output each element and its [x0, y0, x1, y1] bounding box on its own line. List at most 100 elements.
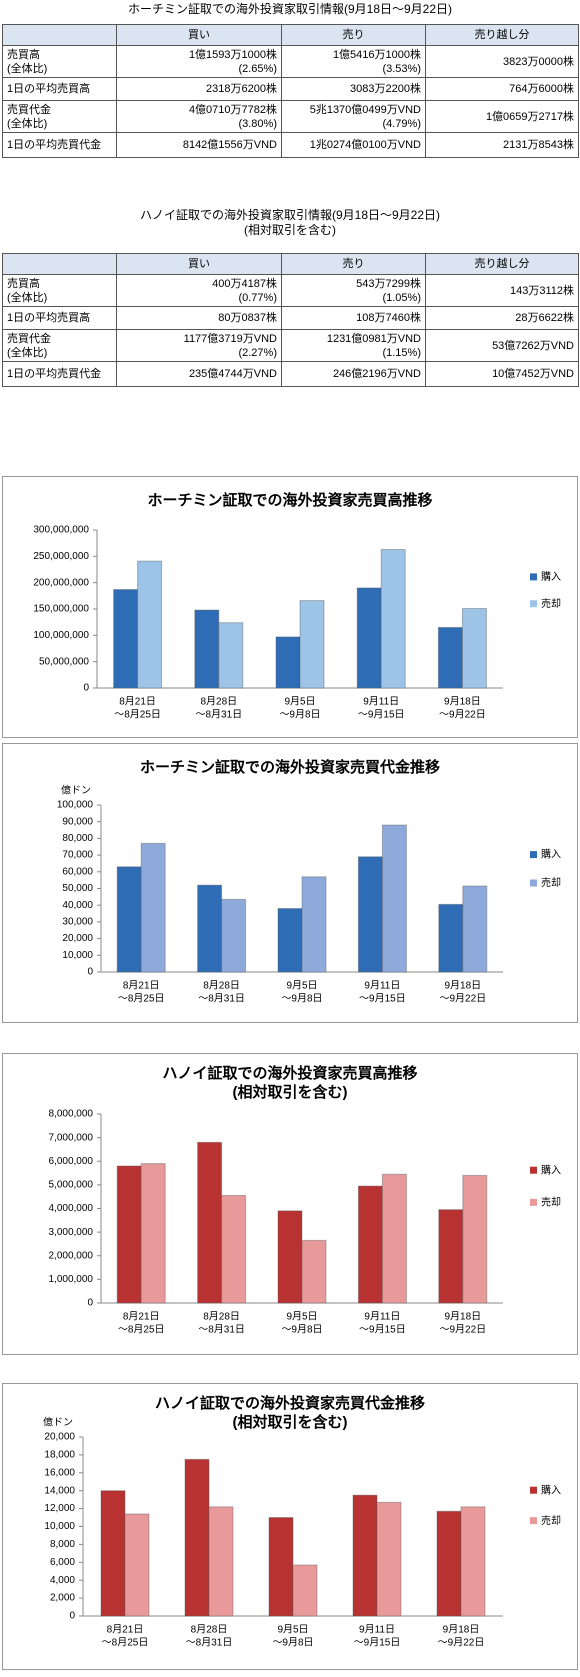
- x-tick-label: ～9月22日: [439, 993, 486, 1005]
- chart-box: ハノイ証取での海外投資家売買代金推移 (相対取引を含む) 億ドン 0 2,000 4,00…: [2, 1383, 578, 1670]
- y-tick-label: 20,000: [62, 933, 93, 944]
- header-cell: [2, 253, 117, 275]
- y-axis-label: 億ドン: [43, 1416, 73, 1429]
- y-tick-label: 14,000: [44, 1485, 75, 1496]
- chart-title: ハノイ証取での海外投資家売買代金推移: [155, 1394, 425, 1412]
- x-tick-label: ～8月31日: [186, 1637, 233, 1649]
- x-tick-label: ～8月31日: [195, 709, 242, 721]
- header-cell: 買い: [116, 253, 282, 275]
- x-tick-label: 9月5日: [286, 980, 317, 992]
- value-cell: 1億1593万1000株 (2.65%): [116, 45, 282, 78]
- cell-text: 1日の平均売買高: [7, 312, 91, 324]
- cell-text: 10億7452万VND: [492, 368, 574, 380]
- cell-text: 1億5416万1000株: [332, 48, 421, 61]
- y-tick-label: 250,000,000: [33, 551, 89, 562]
- row-label: 1日の平均売買高: [2, 306, 117, 330]
- header-cell: 売り越し分: [425, 24, 579, 46]
- value-cell: 1億0659万2717株: [425, 100, 579, 133]
- y-tick-label: 10,000: [62, 950, 93, 961]
- legend-swatch: [530, 851, 537, 859]
- cell-text: 2131万8543株: [503, 139, 574, 151]
- chart-title: ホーチミン証取での海外投資家売買高推移: [147, 491, 432, 509]
- cell-text: (0.77%): [238, 291, 277, 304]
- x-tick-label: 9月11日: [359, 1624, 395, 1636]
- bar: [116, 1165, 142, 1304]
- x-tick-label: ～9月8日: [281, 993, 322, 1005]
- value-cell: 1231億0981万VND (1.15%): [281, 329, 426, 362]
- cell-text: 売買代金: [7, 332, 51, 345]
- value-cell: 2318万6200株: [116, 77, 282, 101]
- y-tick-label: 80,000: [62, 833, 93, 844]
- y-tick-label: 3,000,000: [49, 1227, 94, 1238]
- x-tick-label: 9月5日: [277, 1624, 308, 1636]
- header-cell: 売り越し分: [425, 253, 579, 275]
- value-cell: 543万7299株 (1.05%): [281, 274, 426, 307]
- bar: [356, 587, 382, 689]
- x-tick-label: 8月28日: [203, 1311, 240, 1323]
- value-cell: 108万7460株: [281, 306, 426, 330]
- header-row: 買い 売り 売り越し分: [2, 24, 579, 46]
- chart: ホーチミン証取での海外投資家売買高推移 0 50,000,000 100,000,00…: [33, 491, 561, 721]
- x-tick-label: ～8月25日: [118, 993, 165, 1005]
- bar: [301, 1239, 327, 1304]
- y-tick-label: 70,000: [62, 850, 93, 861]
- value-cell: 80万0837株: [116, 306, 282, 330]
- chart: ハノイ証取での海外投資家売買高推移(相対取引を含む) 0 1,000,000 2,00…: [49, 1064, 562, 1336]
- bar: [221, 898, 247, 973]
- header-cell: 売り: [281, 24, 426, 46]
- cell-text: (相対取引を含む): [244, 223, 336, 237]
- row-label: 売買代金 (全体比): [2, 329, 117, 362]
- cell-text: 1177億3719万VND: [183, 332, 277, 345]
- y-tick-label: 100,000: [57, 800, 94, 811]
- header-cell: 売り: [281, 253, 426, 275]
- cell-text: 80万0837株: [218, 312, 277, 324]
- value-cell: 2131万8543株: [425, 132, 579, 158]
- y-tick-label: 4,000,000: [49, 1203, 94, 1214]
- cell-text: (3.53%): [382, 62, 421, 75]
- y-tick-label: 0: [87, 967, 93, 978]
- cell-text: 1億0659万2717株: [485, 110, 574, 123]
- legend-swatch: [530, 879, 537, 887]
- x-tick-label: 9月11日: [364, 980, 400, 992]
- value-cell: 235億4744万VND: [116, 361, 282, 387]
- cell-text: 売買高: [7, 48, 40, 61]
- row-label: 売買代金 (全体比): [2, 100, 117, 133]
- cell-text: 4億0710万7782株: [188, 103, 277, 116]
- y-tick-label: 30,000: [62, 917, 93, 928]
- x-tick-label: ～9月15日: [354, 1637, 401, 1649]
- cell-text: (全体比): [7, 346, 48, 359]
- x-tick-label: ～9月8日: [279, 709, 320, 721]
- x-tick-label: 8月21日: [107, 1624, 144, 1636]
- value-cell: 1兆0274億0100万VND: [281, 132, 426, 158]
- legend-swatch: [530, 1486, 537, 1494]
- cell-text: 売買高: [7, 277, 40, 290]
- y-tick-label: 60,000: [62, 866, 93, 877]
- y-tick-label: 16,000: [44, 1467, 75, 1478]
- bar: [116, 866, 142, 973]
- bar: [376, 1501, 402, 1617]
- y-tick-label: 0: [69, 1611, 75, 1622]
- cell-text: 1日の平均売買高: [7, 83, 91, 95]
- value-cell: 1177億3719万VND (2.27%): [116, 329, 282, 362]
- x-tick-label: 9月11日: [363, 696, 399, 708]
- y-tick-label: 40,000: [62, 900, 93, 911]
- cell-text: 3083万2200株: [350, 83, 421, 95]
- legend-swatch: [530, 1198, 537, 1206]
- x-tick-label: 9月18日: [443, 1624, 480, 1636]
- cell-text: 246億2196万VND: [332, 368, 421, 380]
- cell-text: ハノイ証取での海外投資家取引情報(9月18日～9月22日): [139, 208, 441, 222]
- cell-text: 28万6622株: [515, 312, 574, 324]
- x-tick-label: 8月28日: [203, 980, 240, 992]
- x-tick-label: 8月21日: [123, 980, 160, 992]
- bar: [268, 1517, 294, 1617]
- x-tick-label: 9月11日: [364, 1311, 400, 1323]
- y-tick-label: 5,000,000: [49, 1180, 94, 1191]
- bar: [438, 1209, 464, 1304]
- table-title: ホーチミン証取での海外投資家取引情報(9月18日～9月22日): [0, 2, 580, 17]
- x-tick-label: ～9月15日: [359, 1324, 406, 1336]
- legend-label: 購入: [541, 1163, 561, 1176]
- value-cell: 8142億1556万VND: [116, 132, 282, 158]
- y-tick-label: 10,000: [44, 1521, 75, 1532]
- row-label: 売買高 (全体比): [2, 274, 117, 307]
